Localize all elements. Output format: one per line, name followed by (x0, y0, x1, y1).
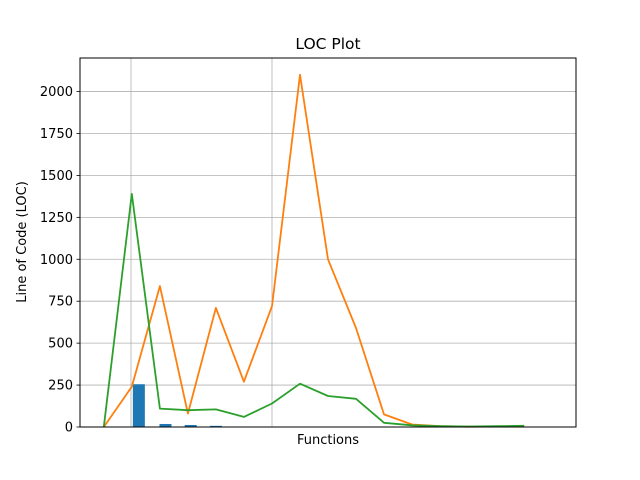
y-tick-label: 1000 (40, 253, 73, 268)
bar (209, 425, 222, 427)
bar (132, 384, 145, 427)
y-tick-label: 750 (48, 295, 73, 310)
bar (184, 424, 197, 427)
x-axis-label: Functions (297, 433, 359, 448)
y-tick-label: 1250 (40, 211, 73, 226)
y-tick-label: 1500 (40, 169, 73, 184)
chart-title: LOC Plot (295, 35, 360, 53)
y-axis-label: Line of Code (LOC) (15, 181, 30, 303)
bar (159, 423, 172, 427)
y-tick-label: 0 (65, 421, 73, 436)
plot-frame (79, 57, 577, 428)
bar-series (132, 384, 222, 427)
series-line (102, 192, 525, 428)
series-line (103, 73, 525, 428)
y-tick-label: 1750 (40, 127, 73, 142)
y-tick-label: 2000 (40, 85, 73, 100)
y-axis: 0 250 500 750 1000 1250 1500 1750 2000 (40, 85, 80, 436)
y-tick-label: 500 (48, 337, 73, 352)
line-series (102, 73, 525, 428)
y-tick-label: 250 (48, 379, 73, 394)
